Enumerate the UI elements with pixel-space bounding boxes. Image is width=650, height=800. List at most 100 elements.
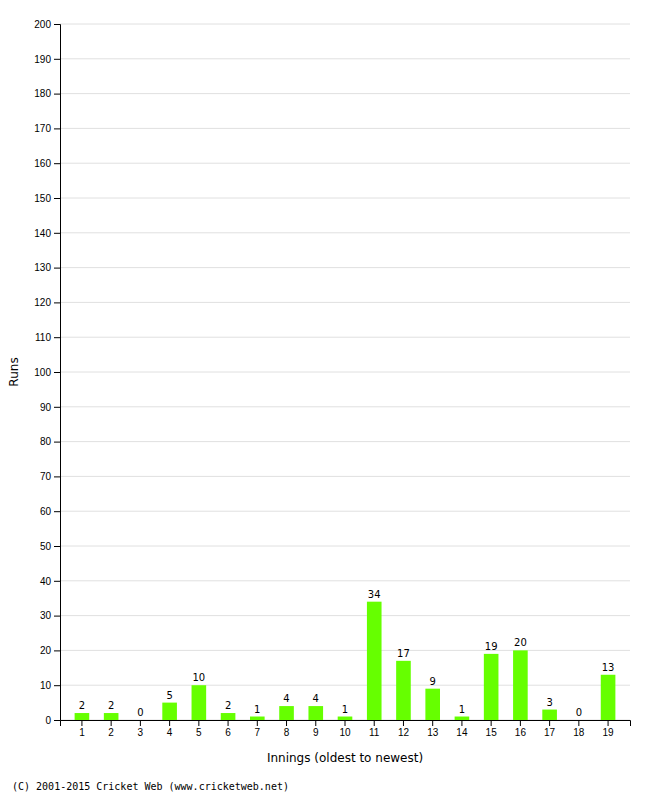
grid-line: [60, 580, 630, 581]
data-label: 0: [137, 707, 143, 718]
data-label: 1: [459, 704, 465, 715]
tick-mark: [54, 59, 60, 60]
tick-mark: [461, 720, 462, 726]
bar: [425, 689, 440, 720]
data-label: 5: [166, 690, 172, 701]
tick: 1: [79, 720, 85, 738]
tick-mark: [549, 720, 550, 726]
tick: 9: [313, 720, 319, 738]
tick: 15: [486, 720, 498, 738]
tick-mark: [198, 720, 199, 726]
bar: [338, 717, 353, 720]
tick-mark: [54, 94, 60, 95]
axis-line: [61, 721, 631, 727]
tick: 2: [108, 720, 114, 738]
grid-line: [60, 650, 630, 651]
tick-mark: [54, 233, 60, 234]
grid-line: [60, 128, 630, 129]
tick-label: 15: [486, 727, 498, 738]
bar: [455, 717, 470, 720]
tick-label: 180: [34, 88, 51, 99]
bar: [484, 654, 499, 720]
grid-line: [60, 232, 630, 233]
tick: 6: [225, 720, 231, 738]
chart: 2205102144134179119203013123456789101112…: [0, 0, 650, 800]
tick: 180: [34, 88, 60, 99]
grid-line: [60, 615, 630, 616]
grid-line: [60, 302, 630, 303]
tick-label: 30: [40, 610, 52, 621]
tick-label: 8: [284, 727, 290, 738]
grid-line: [60, 406, 630, 407]
data-label: 2: [108, 700, 114, 711]
tick: 70: [40, 471, 60, 482]
tick-label: 6: [225, 727, 231, 738]
tick: 170: [34, 123, 60, 134]
data-label: 34: [368, 589, 381, 600]
plot: 2205102144134179119203013123456789101112…: [34, 19, 630, 738]
tick-mark: [54, 24, 60, 25]
tick: 160: [34, 158, 60, 169]
y-axis-title: Runs: [7, 357, 21, 386]
y-axis: 0102030405060708090100110120130140150160…: [34, 19, 60, 726]
tick-mark: [257, 720, 258, 726]
tick: 5: [196, 720, 202, 738]
tick-mark: [491, 720, 492, 726]
grid-line: [60, 24, 630, 25]
grid-line: [60, 337, 630, 338]
tick: 0: [45, 715, 60, 726]
tick-label: 14: [456, 727, 468, 738]
tick-label: 60: [40, 506, 52, 517]
tick: 8: [284, 720, 290, 738]
data-label: 2: [79, 700, 85, 711]
bars: [75, 602, 616, 720]
grid-line: [60, 685, 630, 686]
tick-label: 100: [34, 367, 51, 378]
tick-label: 3: [138, 727, 144, 738]
tick-mark: [345, 720, 346, 726]
tick-label: 10: [339, 727, 351, 738]
bar: [601, 675, 616, 720]
tick: 90: [40, 402, 60, 413]
tick: 16: [515, 720, 527, 738]
bar: [308, 706, 323, 720]
tick-mark: [54, 476, 60, 477]
tick-mark: [54, 302, 60, 303]
tick: 3: [138, 720, 144, 738]
bar: [367, 602, 382, 720]
axis-line: [54, 25, 61, 721]
tick-label: 110: [35, 332, 51, 343]
tick-label: 140: [34, 228, 51, 239]
tick: 20: [40, 645, 60, 656]
tick: 190: [34, 54, 60, 65]
tick: 60: [40, 506, 60, 517]
footer: (C) 2001-2015 Cricket Web (www.cricketwe…: [12, 781, 289, 792]
tick-label: 0: [45, 715, 51, 726]
data-labels: 2205102144134179119203013: [79, 589, 615, 718]
tick-label: 130: [34, 262, 51, 273]
data-label: 13: [602, 662, 615, 673]
tick-label: 50: [40, 541, 52, 552]
tick: 7: [255, 720, 261, 738]
bar: [542, 710, 557, 720]
data-label: 0: [576, 707, 582, 718]
data-label: 19: [485, 641, 498, 652]
tick-label: 18: [573, 727, 585, 738]
bar: [513, 650, 528, 720]
tick-label: 80: [40, 436, 52, 447]
tick: 50: [40, 541, 60, 552]
tick-mark: [54, 198, 60, 199]
data-label: 20: [514, 637, 527, 648]
grid-line: [60, 198, 630, 199]
data-label: 1: [254, 704, 260, 715]
tick-mark: [54, 720, 60, 721]
data-label: 10: [192, 672, 205, 683]
tick-label: 4: [167, 727, 173, 738]
tick: 30: [40, 610, 60, 621]
tick-label: 2: [108, 727, 114, 738]
tick-label: 12: [398, 727, 410, 738]
tick-mark: [286, 720, 287, 726]
bar: [162, 703, 177, 720]
tick: 14: [456, 720, 468, 738]
tick-mark: [54, 511, 60, 512]
